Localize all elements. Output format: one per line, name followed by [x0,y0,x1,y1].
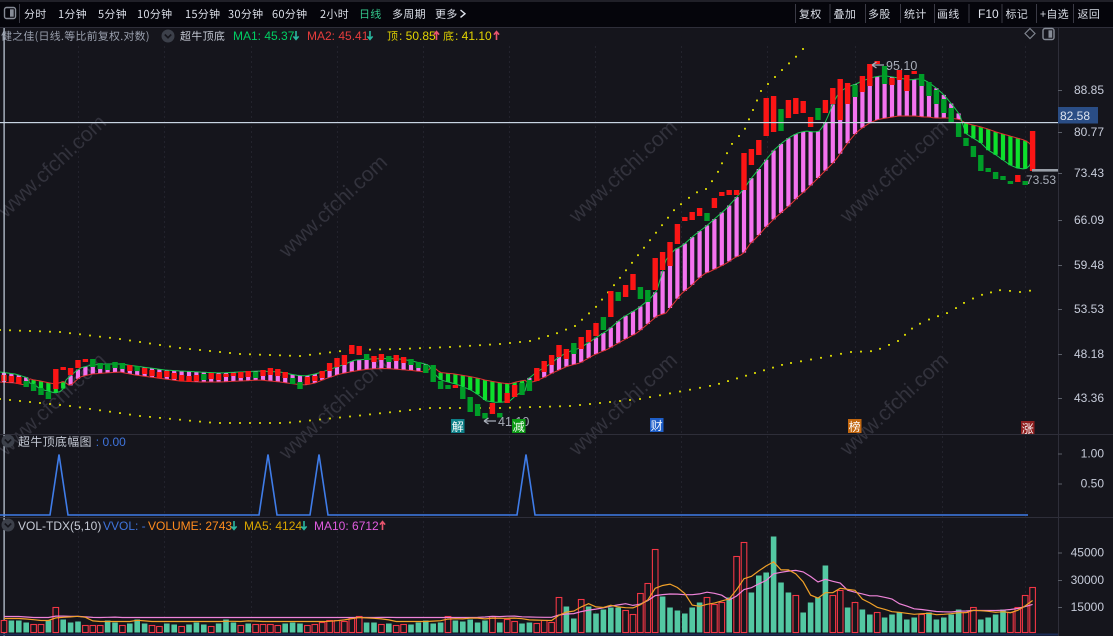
svg-text:80.77: 80.77 [1074,125,1104,139]
svg-text:MA5: 4124: MA5: 4124 [244,519,302,533]
svg-text:MA10: 6712: MA10: 6712 [314,519,379,533]
svg-text:: 41.10: : 41.10 [455,29,492,43]
svg-text:0.50: 0.50 [1081,477,1105,491]
svg-text:88.85: 88.85 [1074,83,1104,97]
svg-text:66.09: 66.09 [1074,213,1104,227]
svg-text:48.18: 48.18 [1074,347,1104,361]
svg-text:73.53: 73.53 [1026,173,1056,187]
svg-text:15000: 15000 [1071,600,1105,614]
svg-text:MA1: 45.37: MA1: 45.37 [233,29,295,43]
svg-text:VOL-TDX(5,10): VOL-TDX(5,10) [18,519,101,533]
svg-text:59.48: 59.48 [1074,258,1104,272]
svg-text:95.10: 95.10 [886,59,917,73]
svg-text:VVOL: -: VVOL: - [103,519,146,533]
svg-text:30000: 30000 [1071,573,1105,587]
svg-text:MA2: 45.41: MA2: 45.41 [307,29,369,43]
svg-text:45000: 45000 [1071,546,1105,560]
svg-text:53.53: 53.53 [1074,302,1104,316]
svg-text:73.43: 73.43 [1074,166,1104,180]
svg-text:VOLUME: 2743: VOLUME: 2743 [148,519,232,533]
svg-text:: 0.00: : 0.00 [96,435,126,449]
svg-text:: 50.85: : 50.85 [399,29,436,43]
svg-text:82.58: 82.58 [1060,109,1090,123]
svg-text:F10: F10 [978,7,999,21]
svg-text:1.00: 1.00 [1081,447,1105,461]
svg-text:43.36: 43.36 [1074,391,1104,405]
